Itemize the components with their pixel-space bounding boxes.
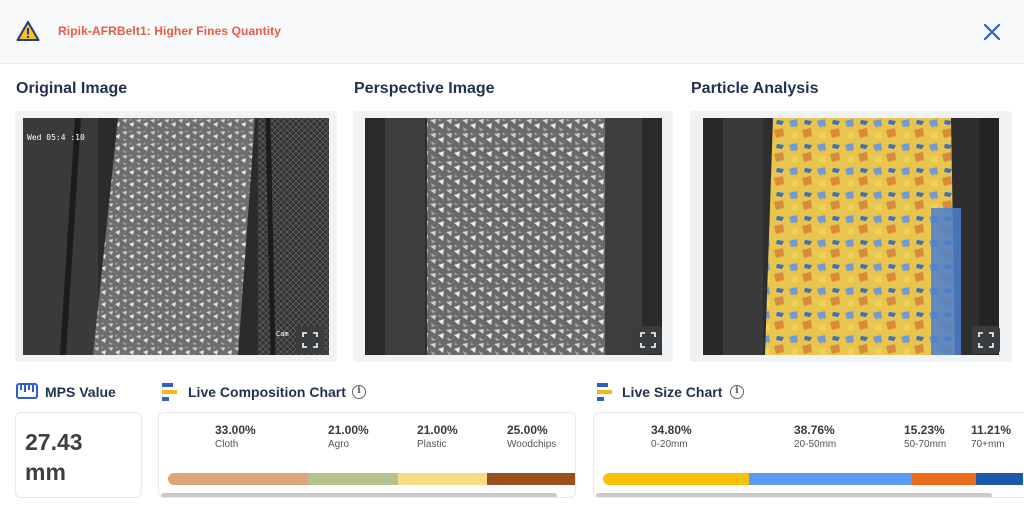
warning-triangle-icon xyxy=(16,21,40,41)
composition-segment-3 xyxy=(486,473,575,485)
size-title: Live Size Chart xyxy=(622,384,723,400)
size-pct: 11.21% xyxy=(971,423,1012,437)
expand-icon xyxy=(978,332,994,348)
composition-item-agro: 21.00% Agro xyxy=(328,423,369,450)
expand-icon xyxy=(640,332,656,348)
size-label: 20-50mm xyxy=(794,439,837,450)
perspective-image-title: Perspective Image xyxy=(354,80,495,97)
original-image-card: Wed 05:4 :10 Cam xyxy=(15,111,337,362)
composition-label: Plastic xyxy=(417,439,447,450)
perspective-camera-image xyxy=(365,118,662,355)
perspective-image-card xyxy=(353,111,673,362)
size-pct: 34.80% xyxy=(651,423,692,437)
size-pct: 15.23% xyxy=(904,423,945,437)
size-segment-1 xyxy=(749,473,912,485)
info-icon[interactable]: i xyxy=(730,385,744,399)
composition-segment-2 xyxy=(397,473,487,485)
size-chart-card: 34.80% 0-20mm 38.76% 20-50mm 15.23% 50-7… xyxy=(593,412,1024,498)
composition-item-plastic: 21.00% Plastic xyxy=(417,423,458,450)
composition-scrollbar[interactable] xyxy=(161,493,557,497)
ruler-icon xyxy=(16,383,38,399)
mps-number: 27.43 xyxy=(25,429,83,455)
expand-particle-button[interactable] xyxy=(972,326,1000,354)
original-image-title: Original Image xyxy=(16,80,128,97)
size-label: 70+mm xyxy=(971,439,1005,450)
composition-label: Cloth xyxy=(215,439,239,450)
composition-pct: 21.00% xyxy=(328,423,369,437)
expand-perspective-button[interactable] xyxy=(634,326,662,354)
alert-title: Ripik-AFRBelt1: Higher Fines Quantity xyxy=(58,24,282,38)
mps-card: 27.43 mm xyxy=(15,412,142,498)
size-segment-2 xyxy=(911,473,976,485)
size-segment-3 xyxy=(975,473,1023,485)
expand-icon xyxy=(302,332,318,348)
composition-pct: 33.00% xyxy=(215,423,256,437)
composition-segment-1 xyxy=(308,473,398,485)
close-icon[interactable] xyxy=(981,21,1003,43)
alert-header: Ripik-AFRBelt1: Higher Fines Quantity xyxy=(0,0,1024,64)
composition-chart-card: 33.00% Cloth 21.00% Agro 21.00% Plastic … xyxy=(158,412,576,498)
mps-unit: mm xyxy=(25,459,66,485)
size-label: 0-20mm xyxy=(651,439,688,450)
size-pct: 38.76% xyxy=(794,423,835,437)
composition-label: Agro xyxy=(328,439,350,450)
composition-bar xyxy=(168,473,575,485)
composition-pct: 25.00% xyxy=(507,423,548,437)
mps-title: MPS Value xyxy=(45,384,116,400)
particle-analysis-title: Particle Analysis xyxy=(691,80,819,97)
particle-analysis-card xyxy=(690,111,1012,362)
size-bar xyxy=(603,473,1023,485)
expand-original-button[interactable] xyxy=(296,326,324,354)
bar-chart-icon xyxy=(162,383,177,401)
composition-item-woodchips: 25.00% Woodchips xyxy=(507,423,556,450)
composition-label: Woodchips xyxy=(507,439,557,450)
composition-title: Live Composition Chart xyxy=(188,384,346,400)
composition-item-cloth: 33.00% Cloth xyxy=(215,423,256,450)
composition-pct: 21.00% xyxy=(417,423,458,437)
camera-timestamp: Wed 05:4 :10 xyxy=(27,133,85,142)
size-item-0-20: 34.80% 0-20mm xyxy=(651,423,692,450)
composition-segment-0 xyxy=(168,473,309,485)
mps-value: 27.43 mm xyxy=(25,427,135,487)
size-item-50-70: 15.23% 50-70mm xyxy=(904,423,946,450)
size-segment-0 xyxy=(603,473,750,485)
particle-analysis-image xyxy=(703,118,999,355)
size-item-70-plus: 11.21% 70+mm xyxy=(971,423,1011,450)
camera-label: Cam xyxy=(276,330,289,338)
size-item-20-50: 38.76% 20-50mm xyxy=(794,423,836,450)
size-label: 50-70mm xyxy=(904,439,947,450)
info-icon[interactable]: i xyxy=(352,385,366,399)
original-camera-image: Wed 05:4 :10 Cam xyxy=(23,118,329,355)
size-scrollbar[interactable] xyxy=(596,493,992,497)
bar-chart-icon xyxy=(597,383,612,401)
